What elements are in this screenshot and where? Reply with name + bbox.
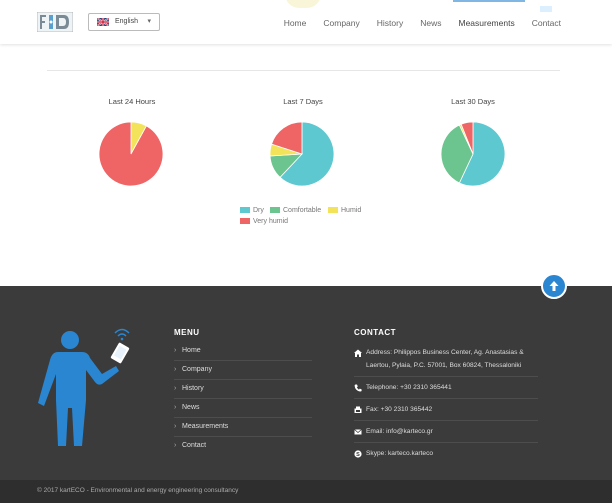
contact-item-envelope: Email: info@karteco.gr	[354, 421, 538, 443]
language-select[interactable]: English ▾	[88, 13, 160, 31]
contact-item-skype: S Skype: karteco.karteco	[354, 443, 538, 464]
copyright-bar: © 2017 kartECO - Environmental and energ…	[0, 480, 612, 503]
scrolled-button-fragment	[453, 0, 525, 2]
pie-slice-dry[interactable]	[458, 121, 506, 187]
contact-item-fax: Fax: +30 2310 365442	[354, 399, 538, 421]
karteco-logo[interactable]	[37, 12, 73, 32]
contact-text[interactable]: Email: info@karteco.gr	[366, 428, 433, 435]
pie-chart-7d[interactable]	[269, 121, 335, 187]
footer-menu-item-contact[interactable]: › Contact	[174, 437, 312, 456]
nav-history[interactable]: History	[376, 18, 404, 28]
chevron-down-icon: ▾	[147, 18, 151, 25]
footer-menu-label: History	[182, 385, 204, 392]
main-nav: Home Company History News Measurements Contac…	[267, 18, 561, 28]
legend-label: Humid	[341, 207, 362, 214]
legend-label: Dry	[253, 207, 264, 214]
language-label: English	[115, 18, 138, 25]
pie-slice-very-humid[interactable]	[98, 121, 164, 187]
contact-text: Address: Philippos Business Center, Ag. …	[366, 349, 524, 369]
nav-home[interactable]: Home	[283, 18, 307, 28]
footer-menu-label: News	[182, 404, 200, 411]
svg-text:S: S	[356, 452, 360, 458]
chevron-right-icon: ›	[174, 385, 177, 392]
legend-item-comfortable[interactable]: Comfortable	[270, 207, 321, 214]
pie-slice-dry[interactable]	[279, 121, 335, 187]
phone-icon	[354, 384, 362, 392]
nav-news[interactable]: News	[420, 18, 442, 28]
footer-menu-item-history[interactable]: › History	[174, 380, 312, 399]
legend-swatch	[240, 207, 250, 213]
legend-item-humid[interactable]: Humid	[328, 207, 361, 214]
footer-menu-item-home[interactable]: › Home	[174, 342, 312, 361]
contact-text: Skype: karteco.karteco	[366, 450, 434, 457]
chevron-right-icon: ›	[174, 347, 177, 354]
chart-title-7d: Last 7 Days	[283, 97, 323, 106]
footer-menu-title: MENU	[174, 328, 200, 337]
arrow-up-icon	[549, 281, 559, 291]
section-divider	[47, 70, 560, 71]
copyright-text: © 2017 kartECO - Environmental and energ…	[37, 487, 239, 494]
footer-menu-label: Measurements	[182, 423, 229, 430]
pie-chart-30d[interactable]	[440, 121, 506, 187]
scrolled-content-fragment	[285, 0, 321, 8]
nav-measurements[interactable]: Measurements	[458, 18, 515, 28]
footer-contact-title: CONTACT	[354, 328, 397, 337]
uk-flag-icon	[97, 18, 109, 26]
scrolled-content-fragment-2	[540, 6, 552, 12]
footer-menu-label: Company	[182, 366, 212, 373]
fax-icon	[354, 406, 362, 413]
nav-contact[interactable]: Contact	[531, 18, 561, 28]
footer-menu-item-news[interactable]: › News	[174, 399, 312, 418]
person-with-phone-illustration	[38, 328, 130, 446]
legend-swatch	[270, 207, 280, 213]
legend-swatch	[240, 218, 250, 224]
envelope-icon	[354, 429, 362, 435]
footer-menu-item-company[interactable]: › Company	[174, 361, 312, 380]
pie-slice-comfortable[interactable]	[440, 124, 474, 184]
contact-text: Telephone: +30 2310 365441	[366, 384, 452, 391]
home-icon	[354, 349, 362, 357]
chevron-right-icon: ›	[174, 423, 177, 430]
footer-contact-list: Address: Philippos Business Center, Ag. …	[354, 342, 538, 464]
legend-label: Very humid	[253, 218, 289, 225]
pie-chart-24h[interactable]	[98, 121, 164, 187]
scroll-to-top-button[interactable]	[541, 273, 567, 299]
contact-item-home: Address: Philippos Business Center, Ag. …	[354, 342, 538, 377]
footer-menu-item-measurements[interactable]: › Measurements	[174, 418, 312, 437]
footer-menu: › Home › Company › History › News › Measurements ›…	[174, 342, 312, 456]
contact-item-phone: Telephone: +30 2310 365441	[354, 377, 538, 399]
pie-slice-very-humid[interactable]	[460, 121, 474, 155]
footer-menu-label: Home	[182, 347, 201, 354]
chevron-right-icon: ›	[174, 442, 177, 449]
skype-icon: S	[354, 450, 362, 458]
contact-text: Fax: +30 2310 365442	[366, 406, 433, 413]
legend-item-very-humid[interactable]: Very humid	[240, 218, 288, 225]
chart-title-24h: Last 24 Hours	[108, 97, 156, 106]
nav-company[interactable]: Company	[323, 18, 360, 28]
chart-title-30d: Last 30 Days	[451, 97, 495, 106]
legend-swatch	[328, 207, 338, 213]
pie-slice-very-humid[interactable]	[271, 121, 303, 155]
legend-item-dry[interactable]: Dry	[240, 207, 264, 214]
chevron-right-icon: ›	[174, 366, 177, 373]
site-header: English ▾ Home Company History News Measurem…	[0, 0, 612, 44]
chevron-right-icon: ›	[174, 404, 177, 411]
legend-label: Comfortable	[283, 207, 322, 214]
footer-menu-label: Contact	[182, 442, 207, 449]
